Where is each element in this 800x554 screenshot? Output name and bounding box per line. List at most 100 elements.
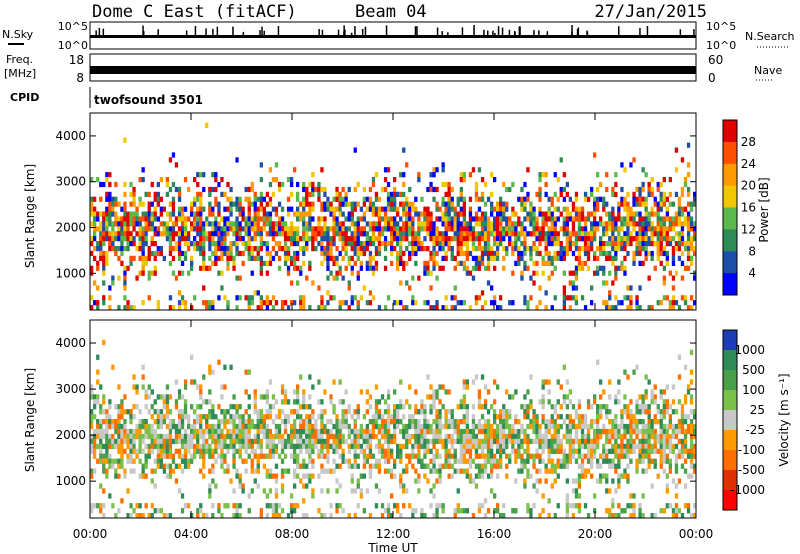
heatmap-cell [574,295,579,301]
heatmap-cell [90,265,94,271]
heatmap-cell [99,404,103,410]
heatmap-cell [432,468,436,474]
heatmap-cell [393,414,397,420]
heatmap-cell [271,443,276,450]
heatmap-cell [562,186,566,193]
heatmap-cell [614,433,618,440]
heatmap-cell [429,394,433,400]
heatmap-cell [665,231,669,237]
heatmap-cell [617,300,621,306]
heatmap-cell [544,241,548,247]
colorbar-swatch [723,141,737,165]
heatmap-cell [574,241,579,247]
heatmap-cell [274,221,279,227]
heatmap-cell [665,473,669,479]
heatmap-cell [574,409,579,415]
heatmap-cell [359,250,363,257]
heatmap-cell [180,423,185,430]
heatmap-cell [577,399,582,405]
heatmap-cell [120,236,124,242]
heatmap-cell [583,473,588,479]
heatmap-cell [599,196,603,202]
heatmap-cell [253,394,257,400]
heatmap-cell [159,394,163,400]
heatmap-cell [338,270,342,276]
heatmap-cell [680,453,685,459]
heatmap-cell [414,300,418,306]
heatmap-cell [623,468,627,474]
heatmap-cell [383,216,388,222]
heatmap-cell [371,181,376,188]
heatmap-cell [574,488,579,494]
heatmap-cell [423,226,427,232]
heatmap-cell [511,508,515,514]
heatmap-cell [238,221,242,227]
heatmap-cell [444,250,448,257]
heatmap-cell [341,275,345,281]
heatmap-cell [171,236,176,242]
heatmap-cell [165,394,170,400]
heatmap-cell [335,221,339,227]
heatmap-cell [174,216,179,222]
heatmap-cell [593,493,597,499]
heatmap-cell [332,295,336,301]
heatmap-cell [420,433,424,440]
heatmap-cell [447,473,451,479]
heatmap-cell [320,246,324,252]
heatmap-cell [574,493,579,499]
heatmap-cell [656,221,660,227]
heatmap-cell [211,438,215,445]
heatmap-cell [405,468,409,474]
heatmap-cell [117,423,121,430]
heatmap-cell [468,221,473,227]
heatmap-cell [680,221,685,227]
heatmap-cell [680,231,685,237]
heatmap-cell [390,221,394,227]
heatmap-cell [405,211,409,217]
heatmap-cell [305,463,309,469]
heatmap-cell [299,404,303,410]
heatmap-cell [314,423,318,430]
heatmap-cell [320,201,324,207]
heatmap-cell [505,206,509,212]
heatmap-cell [296,503,300,509]
heatmap-cell [565,414,569,420]
heatmap-cell [614,216,618,222]
heatmap-cell [165,221,170,227]
heatmap-cell [265,216,269,222]
heatmap-cell [638,211,642,217]
heatmap-cell [174,246,179,252]
heatmap-cell [480,473,485,479]
heatmap-cell [129,231,133,237]
heatmap-cell [396,191,400,197]
heatmap-cell [132,236,136,242]
heatmap-cell [577,503,582,509]
heatmap-cell [626,473,630,479]
colorbar-swatch [723,350,737,371]
heatmap-cell [529,438,533,445]
heatmap-cell [353,443,357,450]
heatmap-cell [429,468,433,474]
heatmap-cell [656,201,660,207]
heatmap-cell [656,409,660,415]
heatmap-cell [644,241,648,247]
heatmap-cell [153,226,157,232]
heatmap-cell [420,438,424,445]
heatmap-cell [108,419,112,425]
heatmap-cell [105,206,109,212]
heatmap-cell [393,463,397,469]
heatmap-cell [490,423,494,430]
heatmap-cell [238,428,242,435]
heatmap-cell [247,211,251,217]
heatmap-cell [105,221,109,227]
heatmap-cell [614,275,618,281]
heatmap-cell [593,270,597,276]
heatmap-cell [323,226,327,232]
heatmap-cell [320,443,324,450]
heatmap-cell [520,468,524,474]
heatmap-cell [135,231,139,237]
heatmap-cell [620,419,624,425]
heatmap-cell [302,394,306,400]
heatmap-cell [353,409,357,415]
heatmap-cell [362,508,366,514]
